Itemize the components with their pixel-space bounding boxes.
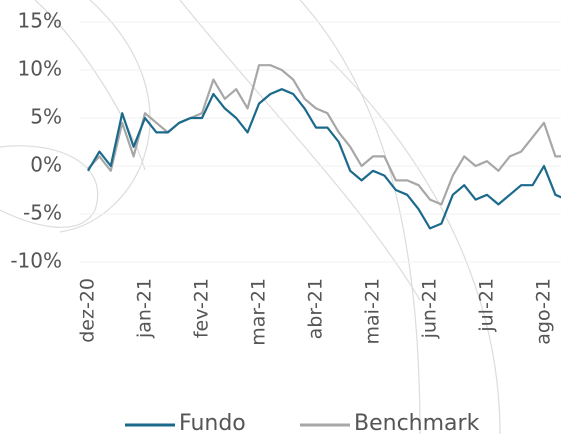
y-tick-label: -10% xyxy=(10,249,62,273)
x-tick-label: jul-21 xyxy=(476,278,498,333)
x-tick-label: ago-21 xyxy=(533,278,555,345)
decoration xyxy=(0,0,500,434)
x-tick-label: jun-21 xyxy=(419,278,441,339)
y-tick-label: 10% xyxy=(18,57,62,81)
x-tick-label: abr-21 xyxy=(305,278,327,339)
x-tick-label: fev-21 xyxy=(191,278,213,338)
x-tick-label: dez-20 xyxy=(77,278,99,343)
legend-label: Benchmark xyxy=(354,411,480,434)
chart: -10% -5% 0% 5% 10% 15% dez-20 jan-21 fev-21 mar-2… xyxy=(0,0,561,434)
legend-item: Fundo xyxy=(125,411,246,434)
y-tick-label: -5% xyxy=(23,201,62,225)
legend-label: Fundo xyxy=(179,411,246,434)
y-tick-label: 0% xyxy=(30,153,62,177)
x-tick-label: jan-21 xyxy=(134,278,156,339)
y-tick-label: 15% xyxy=(18,9,62,33)
legend-item: Benchmark xyxy=(300,411,480,434)
y-tick-label: 5% xyxy=(30,105,62,129)
x-tick-label: mar-21 xyxy=(248,278,270,346)
series-line xyxy=(88,65,561,204)
series-line xyxy=(88,89,561,228)
x-tick-label: mai-21 xyxy=(362,278,384,344)
